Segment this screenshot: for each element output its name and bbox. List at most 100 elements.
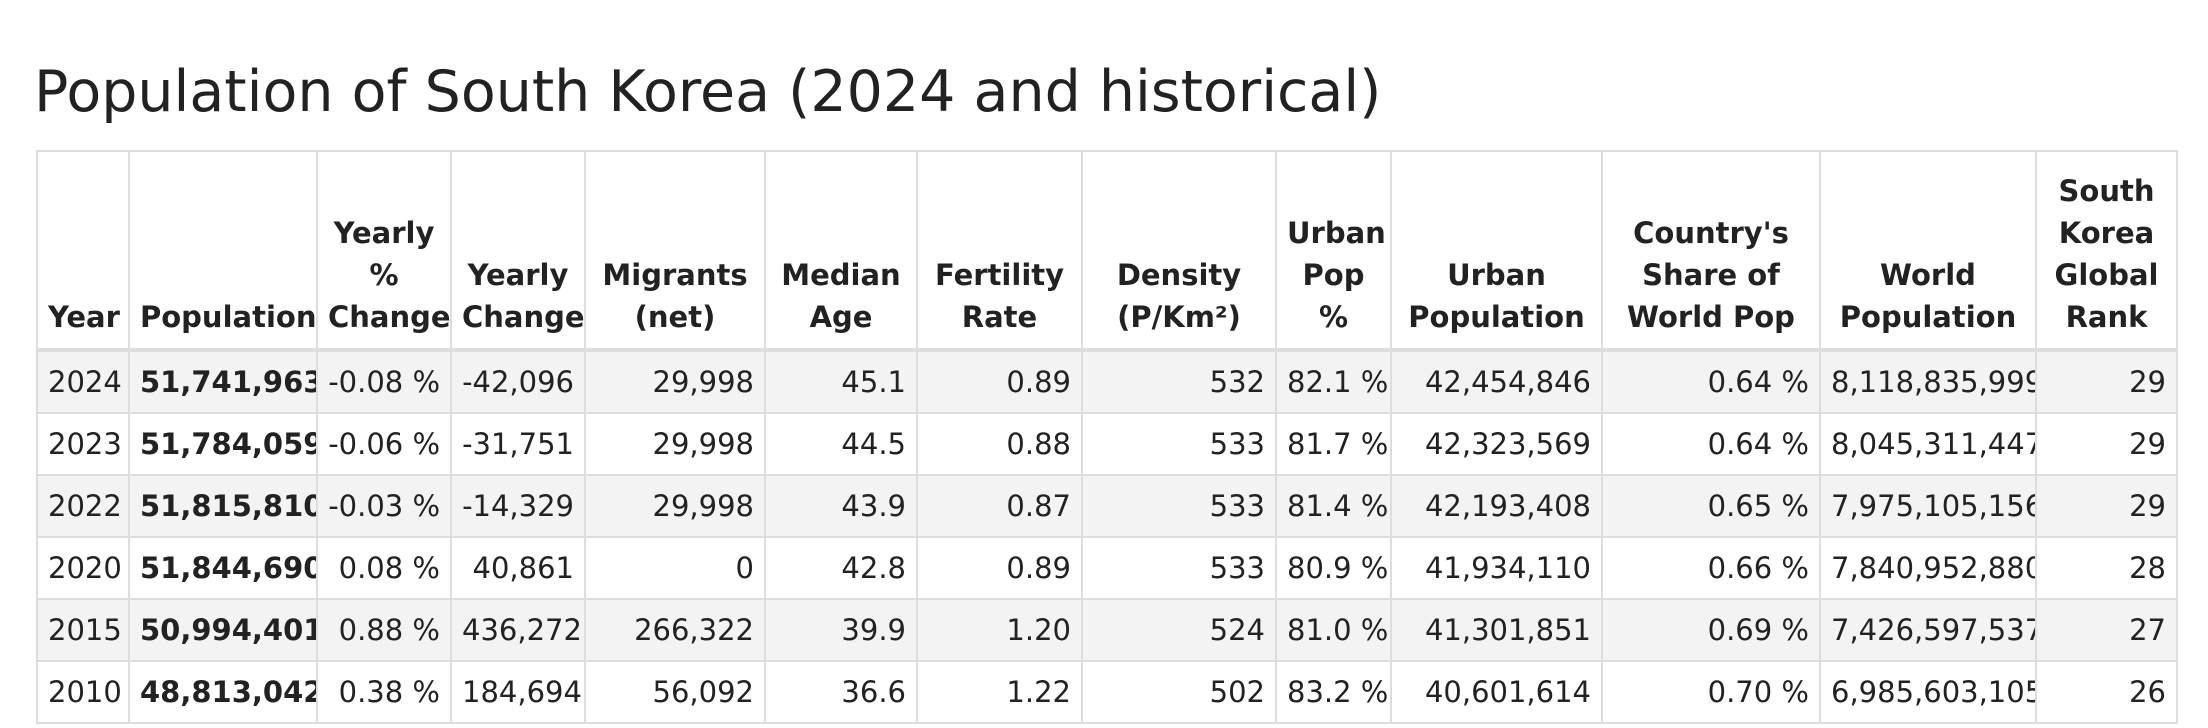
cell-migrants: 29,998 <box>584 474 766 538</box>
cell-urban-pop-percent: 81.7 % <box>1275 412 1392 476</box>
cell-density: 502 <box>1081 660 1277 724</box>
header-world-share: Country's Share of World Pop <box>1601 150 1821 352</box>
cell-urban-population: 42,193,408 <box>1390 474 1603 538</box>
cell-global-rank: 29 <box>2035 474 2178 538</box>
cell-migrants: 56,092 <box>584 660 766 724</box>
table-row: 2022 51,815,810 -0.03 % -14,329 29,998 4… <box>36 474 2178 538</box>
cell-yearly-change: 436,272 <box>450 598 586 662</box>
header-urban-population: Urban Population <box>1390 150 1603 352</box>
cell-world-share: 0.64 % <box>1601 349 1821 414</box>
cell-world-population: 7,975,105,156 <box>1819 474 2037 538</box>
cell-migrants: 266,322 <box>584 598 766 662</box>
header-row: Year Population Yearly % Change Yearly C… <box>36 150 2178 352</box>
cell-year: 2010 <box>36 660 130 724</box>
cell-density: 532 <box>1081 349 1277 414</box>
cell-global-rank: 29 <box>2035 412 2178 476</box>
cell-population: 51,741,963 <box>128 349 318 414</box>
cell-urban-pop-percent: 80.9 % <box>1275 536 1392 600</box>
header-migrants: Migrants (net) <box>584 150 766 352</box>
page-title: Population of South Korea (2024 and hist… <box>34 59 1382 125</box>
cell-median-age: 42.8 <box>764 536 918 600</box>
cell-global-rank: 28 <box>2035 536 2178 600</box>
header-year: Year <box>36 150 130 352</box>
header-world-population: World Population <box>1819 150 2037 352</box>
cell-urban-pop-percent: 82.1 % <box>1275 349 1392 414</box>
cell-world-population: 7,426,597,537 <box>1819 598 2037 662</box>
cell-year: 2022 <box>36 474 130 538</box>
cell-world-share: 0.64 % <box>1601 412 1821 476</box>
cell-population: 51,815,810 <box>128 474 318 538</box>
cell-density: 533 <box>1081 412 1277 476</box>
header-density: Density (P/Km²) <box>1081 150 1277 352</box>
table-row: 2024 51,741,963 -0.08 % -42,096 29,998 4… <box>36 349 2178 414</box>
cell-yearly-change: 40,861 <box>450 536 586 600</box>
cell-urban-pop-percent: 81.4 % <box>1275 474 1392 538</box>
cell-yearly-percent-change: 0.88 % <box>316 598 452 662</box>
table-row: 2020 51,844,690 0.08 % 40,861 0 42.8 0.8… <box>36 536 2178 600</box>
table-row: 2010 48,813,042 0.38 % 184,694 56,092 36… <box>36 660 2178 724</box>
cell-migrants: 29,998 <box>584 412 766 476</box>
cell-fertility-rate: 1.20 <box>916 598 1083 662</box>
cell-fertility-rate: 0.89 <box>916 536 1083 600</box>
cell-fertility-rate: 0.87 <box>916 474 1083 538</box>
header-median-age: Median Age <box>764 150 918 352</box>
header-global-rank: South Korea Global Rank <box>2035 150 2178 352</box>
cell-population: 51,844,690 <box>128 536 318 600</box>
cell-yearly-change: -14,329 <box>450 474 586 538</box>
cell-yearly-change: -31,751 <box>450 412 586 476</box>
cell-urban-pop-percent: 81.0 % <box>1275 598 1392 662</box>
cell-yearly-change: -42,096 <box>450 349 586 414</box>
cell-fertility-rate: 0.89 <box>916 349 1083 414</box>
cell-world-share: 0.66 % <box>1601 536 1821 600</box>
cell-yearly-percent-change: -0.06 % <box>316 412 452 476</box>
table-body: 2024 51,741,963 -0.08 % -42,096 29,998 4… <box>36 349 2178 724</box>
cell-density: 524 <box>1081 598 1277 662</box>
cell-yearly-percent-change: 0.38 % <box>316 660 452 724</box>
cell-global-rank: 27 <box>2035 598 2178 662</box>
table-row: 2023 51,784,059 -0.06 % -31,751 29,998 4… <box>36 412 2178 476</box>
cell-world-share: 0.69 % <box>1601 598 1821 662</box>
cell-urban-population: 42,454,846 <box>1390 349 1603 414</box>
cell-median-age: 43.9 <box>764 474 918 538</box>
table-row: 2015 50,994,401 0.88 % 436,272 266,322 3… <box>36 598 2178 662</box>
cell-urban-pop-percent: 83.2 % <box>1275 660 1392 724</box>
cell-year: 2024 <box>36 349 130 414</box>
cell-median-age: 44.5 <box>764 412 918 476</box>
cell-urban-population: 41,301,851 <box>1390 598 1603 662</box>
header-fertility-rate: Fertility Rate <box>916 150 1083 352</box>
cell-urban-population: 42,323,569 <box>1390 412 1603 476</box>
cell-median-age: 36.6 <box>764 660 918 724</box>
cell-urban-population: 40,601,614 <box>1390 660 1603 724</box>
cell-world-population: 7,840,952,880 <box>1819 536 2037 600</box>
cell-density: 533 <box>1081 536 1277 600</box>
header-yearly-change: Yearly Change <box>450 150 586 352</box>
cell-year: 2023 <box>36 412 130 476</box>
cell-migrants: 29,998 <box>584 349 766 414</box>
cell-population: 50,994,401 <box>128 598 318 662</box>
cell-year: 2020 <box>36 536 130 600</box>
cell-urban-population: 41,934,110 <box>1390 536 1603 600</box>
header-urban-pop-percent: Urban Pop % <box>1275 150 1392 352</box>
cell-world-population: 8,045,311,447 <box>1819 412 2037 476</box>
cell-population: 51,784,059 <box>128 412 318 476</box>
cell-fertility-rate: 1.22 <box>916 660 1083 724</box>
cell-year: 2015 <box>36 598 130 662</box>
cell-global-rank: 26 <box>2035 660 2178 724</box>
cell-fertility-rate: 0.88 <box>916 412 1083 476</box>
cell-world-share: 0.65 % <box>1601 474 1821 538</box>
population-table: Year Population Yearly % Change Yearly C… <box>36 150 2178 724</box>
cell-yearly-percent-change: -0.03 % <box>316 474 452 538</box>
cell-median-age: 39.9 <box>764 598 918 662</box>
cell-yearly-change: 184,694 <box>450 660 586 724</box>
cell-yearly-percent-change: 0.08 % <box>316 536 452 600</box>
table-header: Year Population Yearly % Change Yearly C… <box>36 150 2178 352</box>
cell-world-population: 8,118,835,999 <box>1819 349 2037 414</box>
cell-migrants: 0 <box>584 536 766 600</box>
cell-world-share: 0.70 % <box>1601 660 1821 724</box>
cell-yearly-percent-change: -0.08 % <box>316 349 452 414</box>
cell-density: 533 <box>1081 474 1277 538</box>
header-yearly-percent-change: Yearly % Change <box>316 150 452 352</box>
header-population: Population <box>128 150 318 352</box>
cell-world-population: 6,985,603,105 <box>1819 660 2037 724</box>
